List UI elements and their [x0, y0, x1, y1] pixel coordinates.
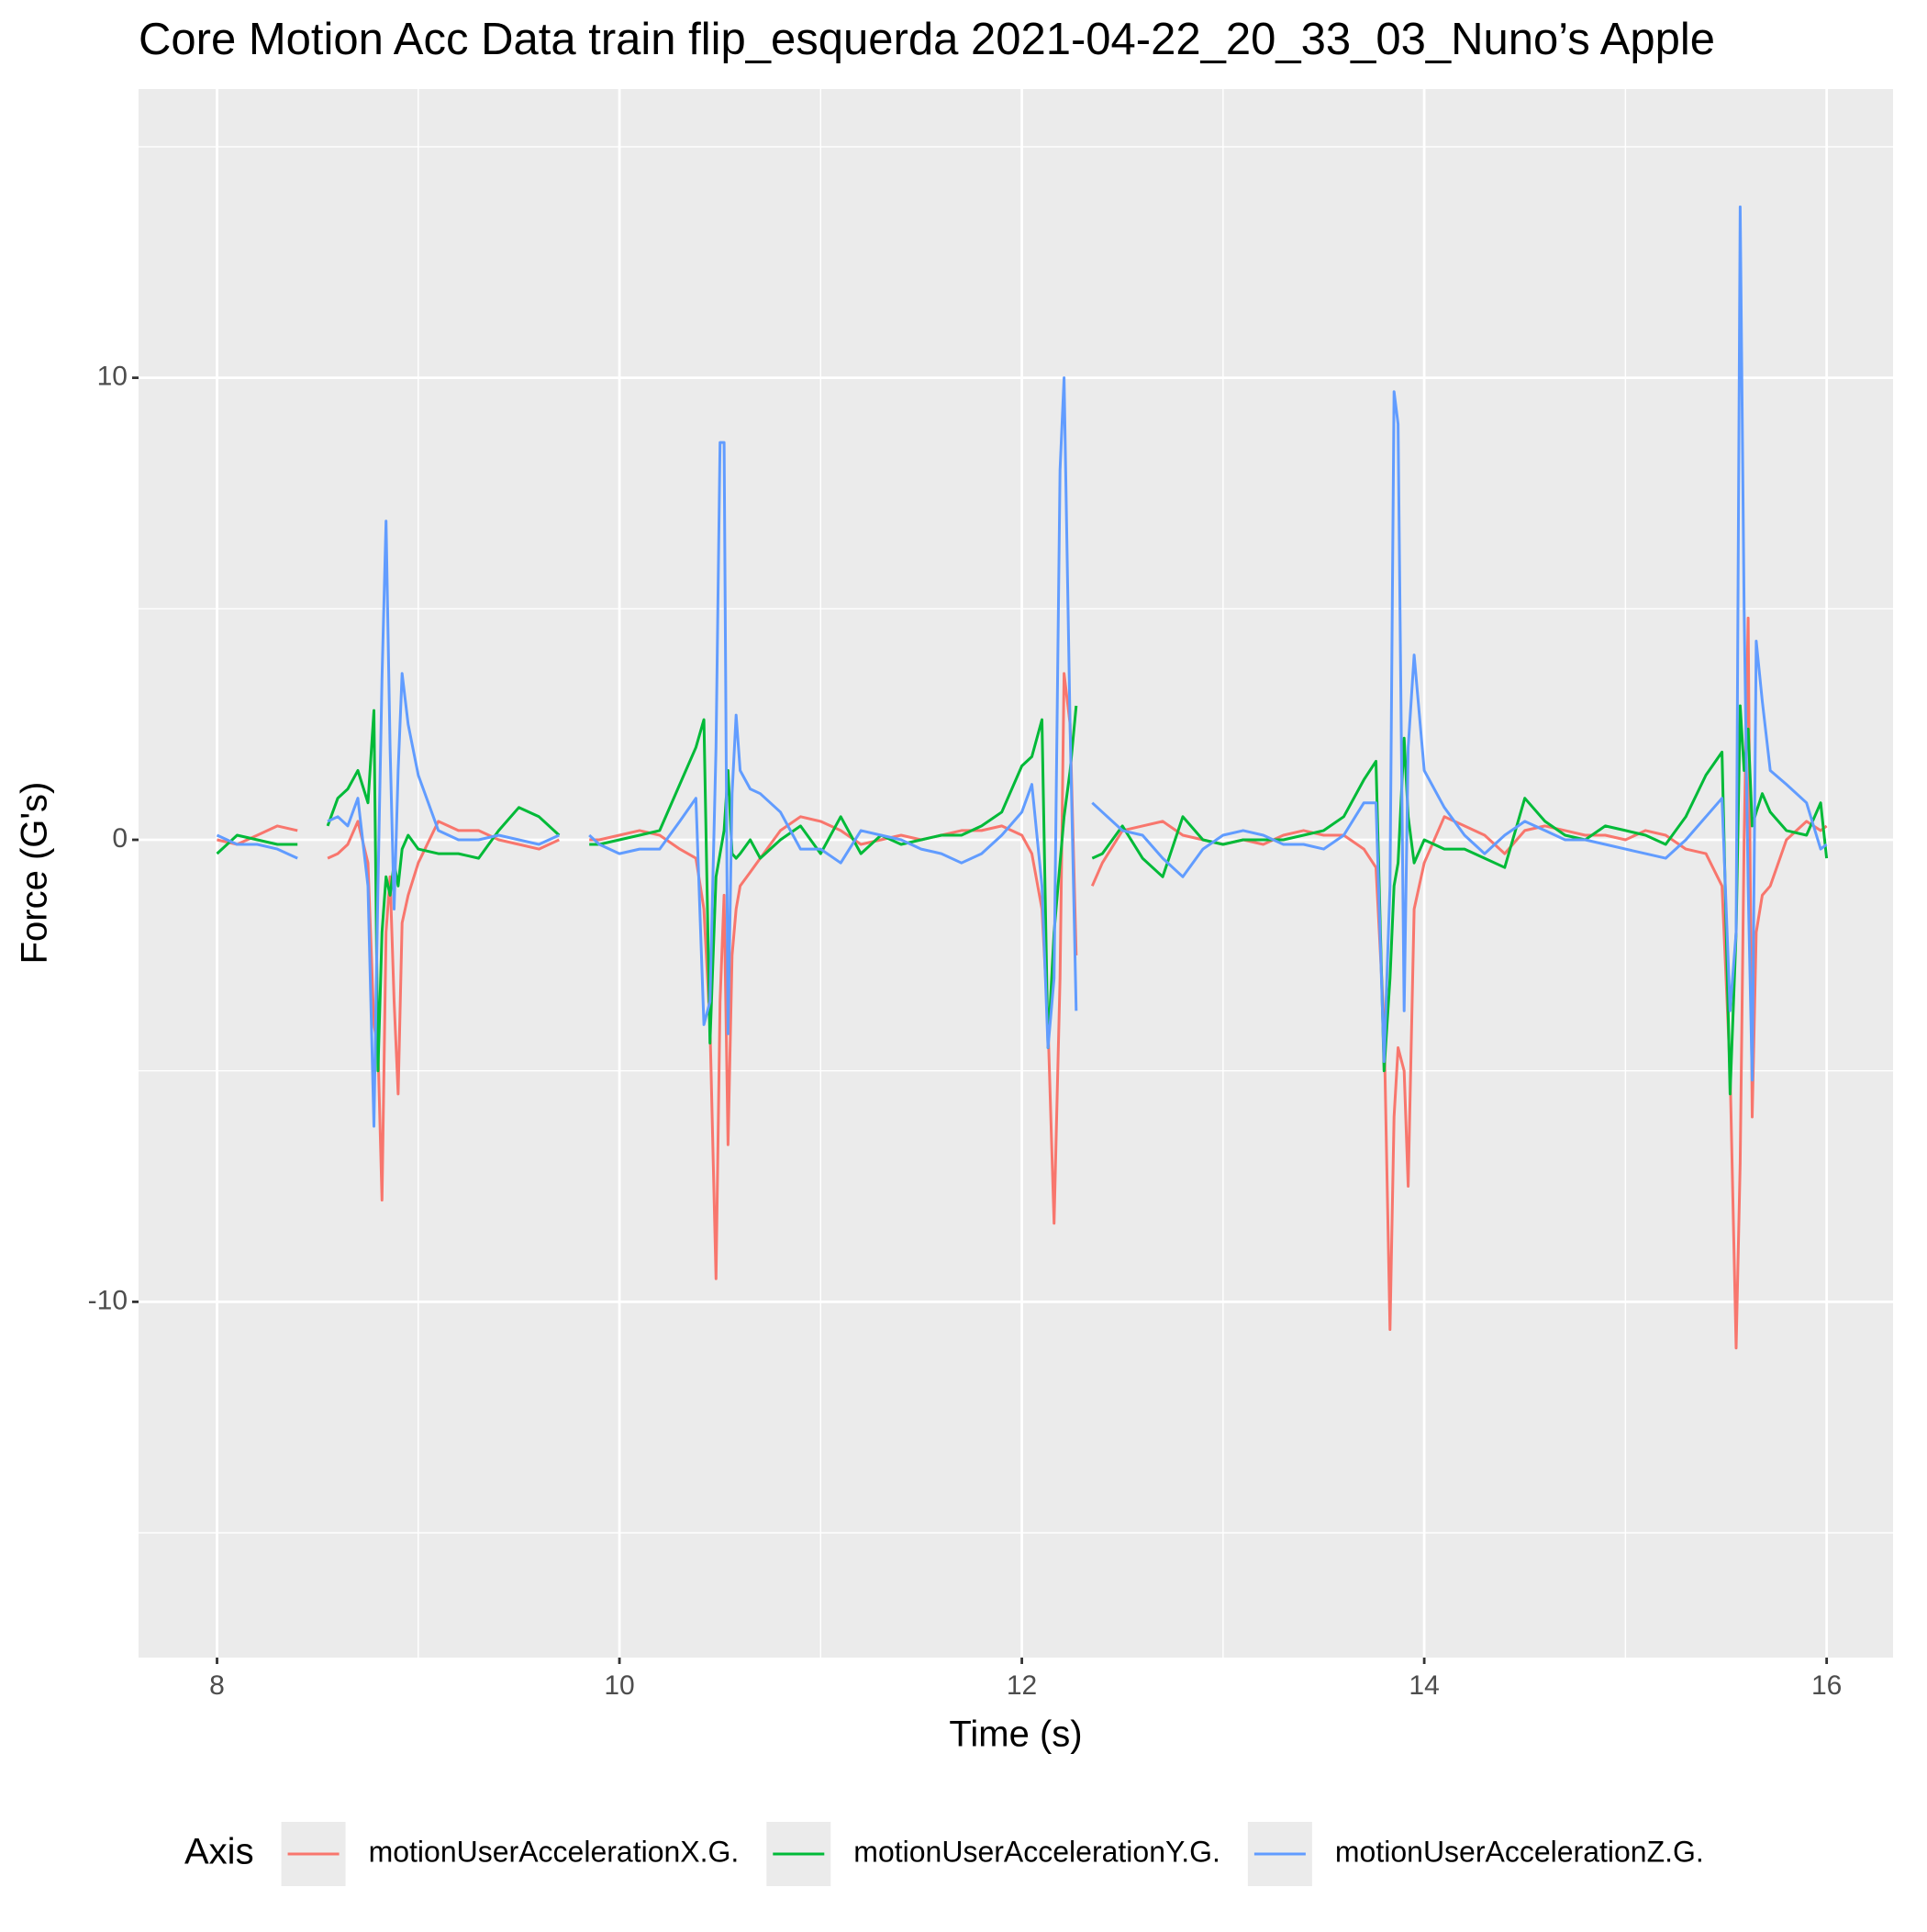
y-axis-title: Force (G's)	[15, 782, 55, 965]
y-tick-label: -10	[88, 1285, 128, 1315]
grid	[139, 89, 1893, 1658]
lines	[216, 205, 1829, 1350]
plot-panel	[139, 89, 1893, 1658]
y-tick-label: 10	[97, 362, 128, 392]
x-tick-label: 8	[209, 1670, 225, 1701]
x-tick-label: 10	[604, 1670, 634, 1701]
x-tick-label: 12	[1007, 1670, 1037, 1701]
axes: 8 10 12 14 16 -10 0 10	[88, 362, 1843, 1701]
x-tick-label: 16	[1811, 1670, 1842, 1701]
legend-label: motionUserAccelerationZ.G.	[1335, 1835, 1704, 1868]
chart-title: Core Motion Acc Data train flip_esquerda…	[139, 15, 1715, 64]
x-axis-title: Time (s)	[949, 1714, 1082, 1755]
x-tick-label: 14	[1409, 1670, 1439, 1701]
legend-title: Axis	[184, 1832, 254, 1872]
data-line	[217, 616, 1828, 1350]
legend-label: motionUserAccelerationY.G.	[853, 1835, 1220, 1868]
legend-label: motionUserAccelerationX.G.	[369, 1835, 740, 1868]
legend: Axis motionUserAccelerationX.G. motionUse…	[184, 1822, 1704, 1886]
y-tick-label: 0	[112, 823, 128, 854]
data-line	[216, 205, 1828, 1128]
